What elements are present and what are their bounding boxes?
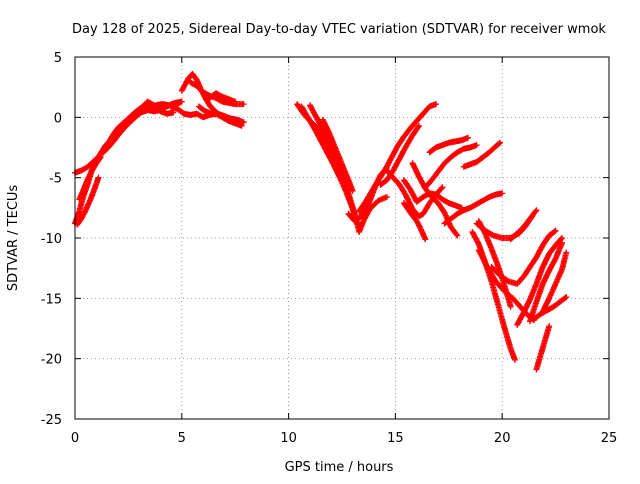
data-track-0-2 bbox=[74, 174, 102, 228]
y-tick-label: -5 bbox=[49, 172, 62, 187]
data-track-0-9 bbox=[195, 103, 247, 126]
y-tick-label: 0 bbox=[54, 111, 62, 126]
data-track-0-23 bbox=[426, 134, 471, 156]
data-track-0-10 bbox=[206, 90, 239, 105]
x-tick-label: 20 bbox=[494, 431, 511, 446]
data-track-0-5 bbox=[125, 99, 183, 124]
data-track-0-22 bbox=[422, 142, 480, 191]
data-track-0-25 bbox=[441, 190, 506, 227]
data-track-0-29 bbox=[507, 207, 540, 243]
chart-title: Day 128 of 2025, Sidereal Day-to-day VTE… bbox=[72, 22, 606, 37]
data-track-0-19 bbox=[400, 177, 465, 211]
y-tick-label: -20 bbox=[41, 353, 62, 368]
x-axis-label: GPS time / hours bbox=[285, 460, 394, 475]
data-track-0-30 bbox=[475, 247, 538, 324]
data-track-0-12 bbox=[298, 103, 360, 227]
data-track-0-24 bbox=[460, 139, 504, 170]
x-tick-label: 0 bbox=[71, 431, 79, 446]
y-tick-label: 5 bbox=[54, 51, 62, 66]
data-track-0-32 bbox=[514, 235, 565, 328]
x-tick-label: 25 bbox=[601, 431, 618, 446]
x-tick-label: 15 bbox=[387, 431, 404, 446]
y-tick-label: -10 bbox=[41, 232, 62, 247]
y-tick-label: -25 bbox=[41, 413, 62, 428]
y-tick-label: -15 bbox=[41, 292, 62, 307]
x-tick-label: 5 bbox=[178, 431, 186, 446]
data-track-0-20 bbox=[400, 200, 429, 243]
axis-ticks: 0 5 10 15 20 25 5 0 -5 -10 -15 -20 -25 bbox=[41, 51, 618, 446]
y-axis-label: SDTVAR / TECUs bbox=[6, 185, 21, 292]
data-track-0-35 bbox=[533, 323, 553, 373]
data-track-0-16 bbox=[356, 101, 439, 215]
data-track-0-3 bbox=[76, 154, 104, 203]
data-track-0-31 bbox=[488, 227, 559, 287]
data-track-0-36 bbox=[539, 249, 570, 315]
x-tick-label: 10 bbox=[280, 431, 297, 446]
data-track-0-33 bbox=[527, 239, 565, 325]
data-track-0-14 bbox=[319, 116, 356, 194]
data-points bbox=[72, 70, 570, 373]
